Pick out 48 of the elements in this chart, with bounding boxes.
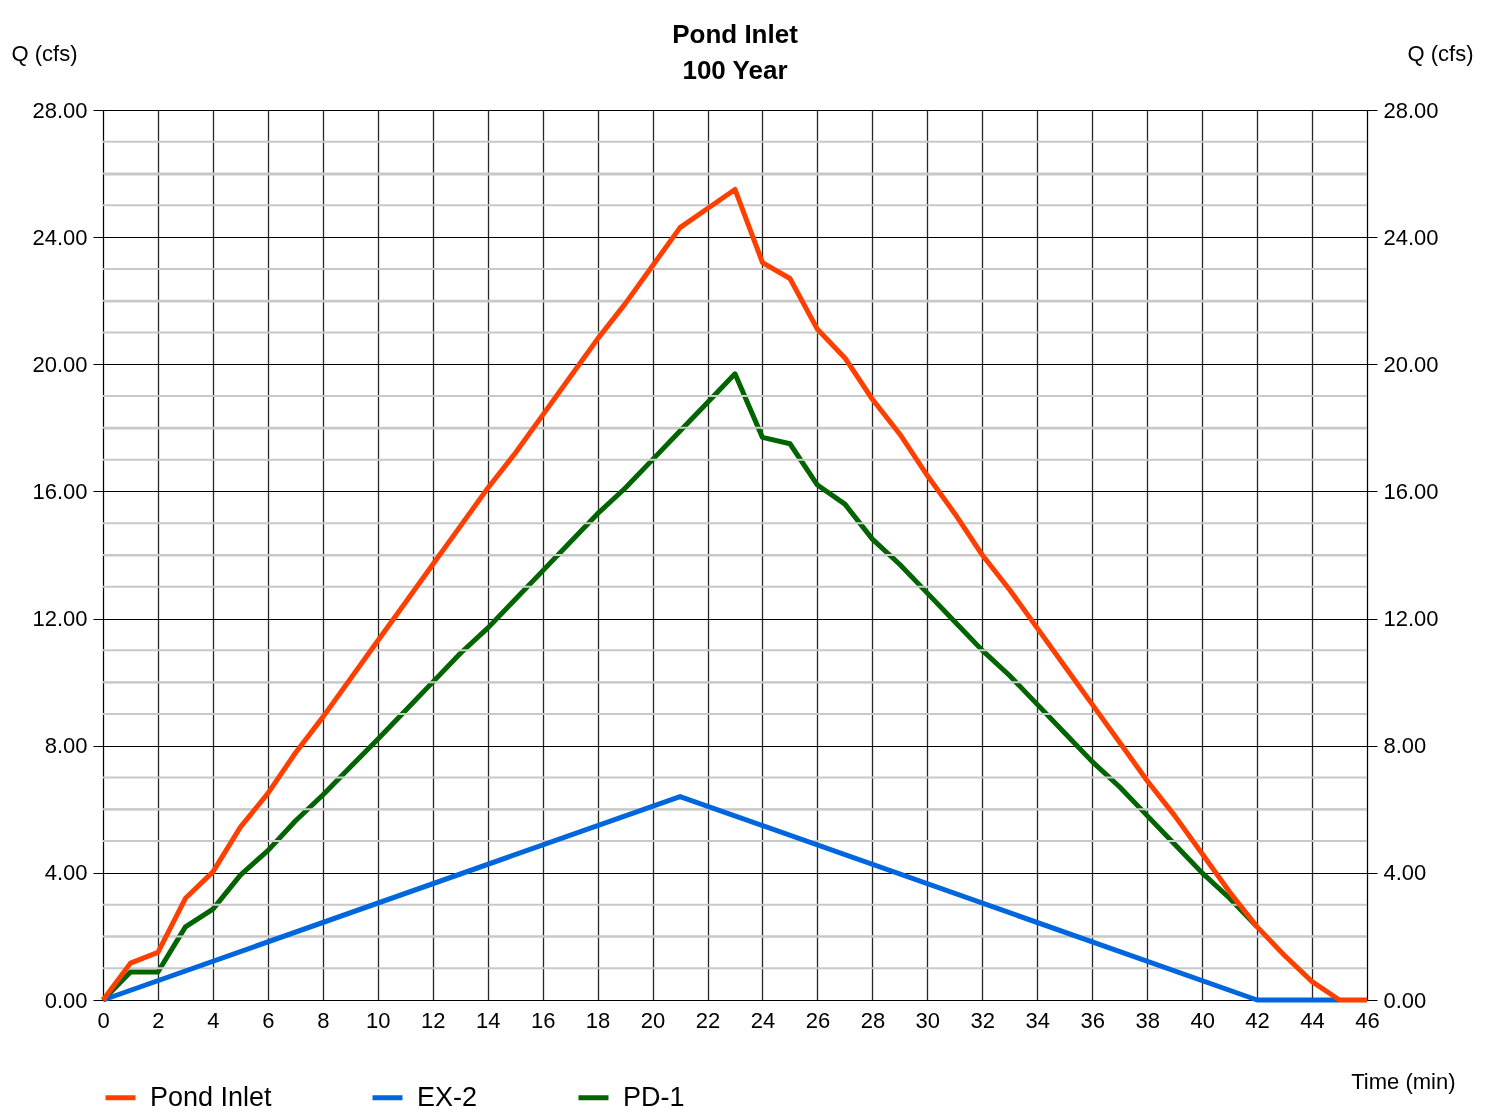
x-tick-label: 22 [695, 1007, 721, 1033]
y2-tick-label: 28.00 [1383, 97, 1439, 123]
y-tick-label: 4.00 [44, 860, 88, 886]
y2-axis-title: Q (cfs) [1407, 40, 1474, 66]
x-tick-label: 18 [585, 1007, 611, 1033]
y-tick-label: 12.00 [32, 606, 88, 632]
y2-tick-label: 12.00 [1383, 606, 1439, 632]
x-tick-label: 6 [262, 1007, 275, 1033]
chart-title: Pond Inlet [672, 19, 799, 49]
y-tick-label: 28.00 [32, 97, 88, 123]
x-tick-label: 30 [915, 1007, 941, 1033]
x-tick-label: 26 [805, 1007, 831, 1033]
y2-tick-label: 0.00 [1383, 987, 1427, 1013]
legend-label: PD-1 [623, 1081, 685, 1112]
y-axis-title: Q (cfs) [11, 40, 78, 66]
y-tick-label: 20.00 [32, 351, 88, 377]
x-tick-label: 0 [97, 1007, 110, 1033]
x-tick-label: 2 [152, 1007, 165, 1033]
y2-tick-label: 20.00 [1383, 351, 1439, 377]
x-tick-label: 32 [970, 1007, 996, 1033]
x-tick-label: 40 [1190, 1007, 1215, 1033]
chart-subtitle: 100 Year [682, 55, 788, 85]
y2-tick-label: 4.00 [1383, 860, 1427, 886]
legend-label: EX-2 [417, 1081, 478, 1112]
x-tick-label: 28 [860, 1007, 886, 1033]
y-tick-label: 16.00 [32, 478, 88, 504]
y2-tick-label: 8.00 [1383, 733, 1427, 759]
x-tick-label: 16 [530, 1007, 556, 1033]
x-tick-label: 38 [1135, 1007, 1160, 1033]
legend-label: Pond Inlet [150, 1081, 273, 1112]
y-tick-label: 8.00 [44, 733, 88, 759]
y2-tick-label: 24.00 [1383, 224, 1439, 250]
x-tick-label: 44 [1300, 1007, 1325, 1033]
x-tick-label: 4 [207, 1007, 220, 1033]
x-tick-label: 46 [1355, 1007, 1380, 1033]
y-tick-label: 0.00 [44, 987, 88, 1013]
x-tick-label: 34 [1025, 1007, 1050, 1033]
x-tick-label: 24 [750, 1007, 776, 1033]
x-tick-label: 14 [475, 1007, 501, 1033]
x-tick-label: 20 [640, 1007, 666, 1033]
x-tick-label: 12 [421, 1007, 446, 1033]
x-tick-label: 42 [1245, 1007, 1270, 1033]
x-axis-title: Time (min) [1351, 1068, 1456, 1094]
x-tick-label: 8 [317, 1007, 330, 1033]
x-tick-label: 36 [1080, 1007, 1105, 1033]
x-tick-label: 10 [366, 1007, 391, 1033]
y-tick-label: 24.00 [32, 224, 88, 250]
y2-tick-label: 16.00 [1383, 478, 1439, 504]
